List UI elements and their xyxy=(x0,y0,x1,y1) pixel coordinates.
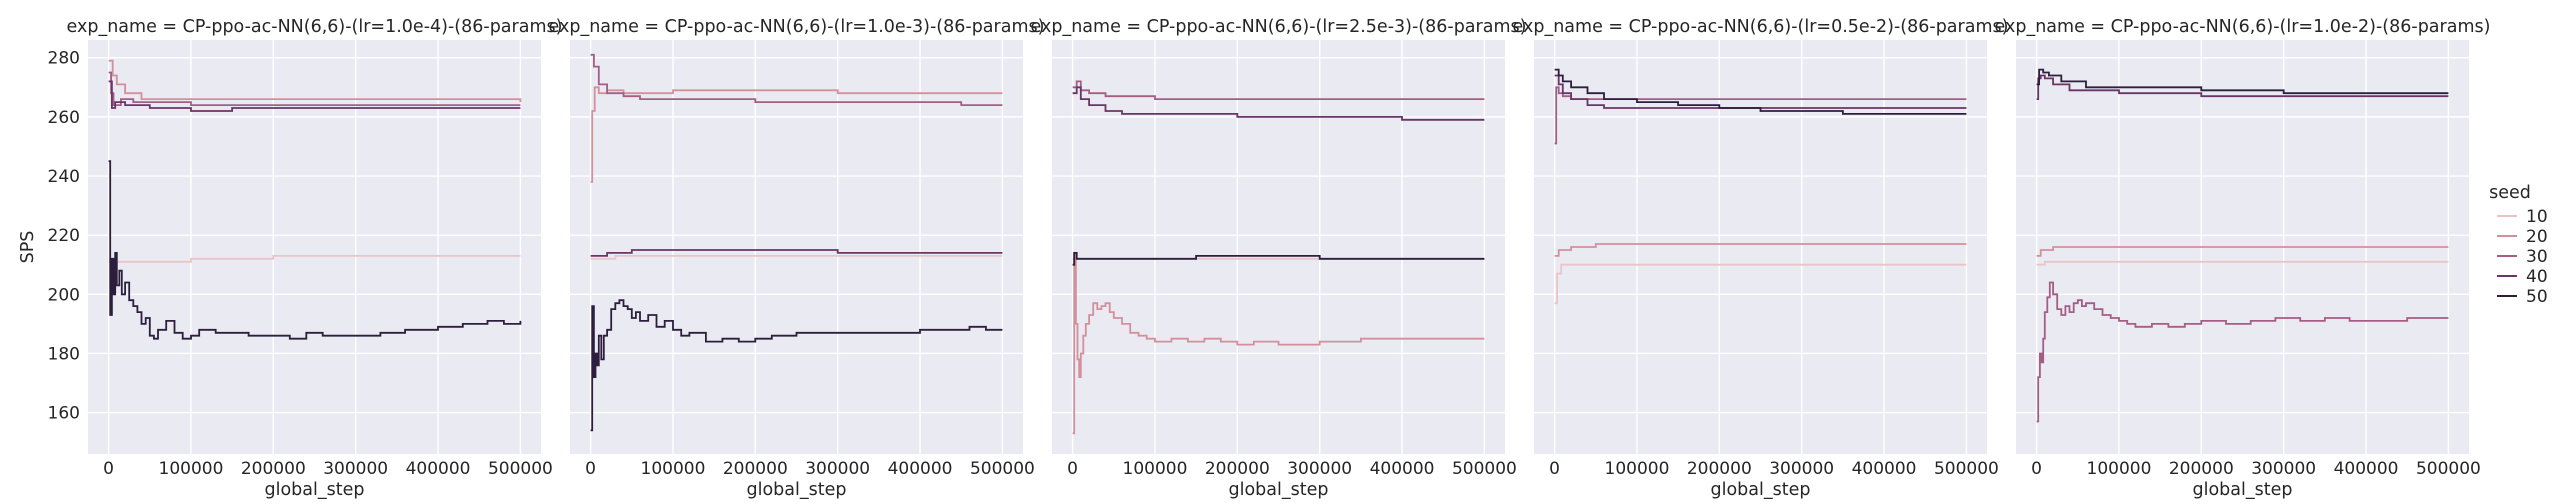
x-tick-label: 0 xyxy=(1067,459,1078,479)
x-tick-label: 500000 xyxy=(488,459,553,479)
facet-panel-2: exp_name = CP-ppo-ac-NN(6,6)-(lr=1.0e-3)… xyxy=(549,17,1045,500)
x-tick-label: 100000 xyxy=(1605,459,1670,479)
legend-label-30: 30 xyxy=(2526,247,2548,267)
facet-panel-3: exp_name = CP-ppo-ac-NN(6,6)-(lr=2.5e-3)… xyxy=(1031,17,1527,500)
x-tick-label: 100000 xyxy=(1123,459,1188,479)
legend-label-10: 10 xyxy=(2526,207,2548,227)
facet-panel-4: exp_name = CP-ppo-ac-NN(6,6)-(lr=0.5e-2)… xyxy=(1513,17,2009,500)
x-tick-label: 200000 xyxy=(1687,459,1752,479)
x-axis-label: global_step xyxy=(1711,480,1811,500)
plot-area xyxy=(570,40,1023,454)
series-line-seed-20 xyxy=(1554,243,1967,257)
series-line-seed-10 xyxy=(1554,263,1967,305)
series-line-seed-40 xyxy=(108,80,521,112)
panel-title: exp_name = CP-ppo-ac-NN(6,6)-(lr=2.5e-3)… xyxy=(1031,17,1527,37)
series-line-seed-20 xyxy=(2036,246,2449,257)
y-tick-label: 280 xyxy=(48,49,80,69)
x-axis-label: global_step xyxy=(265,480,365,500)
series-line-seed-30 xyxy=(2036,281,2449,423)
panel-title: exp_name = CP-ppo-ac-NN(6,6)-(lr=1.0e-4)… xyxy=(67,17,563,37)
x-tick-label: 0 xyxy=(1549,459,1560,479)
x-axis-label: global_step xyxy=(747,480,847,500)
legend-label-50: 50 xyxy=(2526,287,2548,307)
x-tick-label: 100000 xyxy=(159,459,224,479)
plot-area xyxy=(1534,40,1987,454)
series-line-seed-50 xyxy=(2036,68,2449,95)
x-tick-label: 400000 xyxy=(1852,459,1917,479)
series-line-seed-40 xyxy=(590,249,1003,257)
x-axis-label: global_step xyxy=(2193,480,2293,500)
x-tick-label: 300000 xyxy=(1287,459,1352,479)
y-tick-label: 180 xyxy=(48,344,80,364)
legend-label-20: 20 xyxy=(2526,227,2548,247)
series-line-seed-30 xyxy=(1072,80,1485,100)
x-tick-label: 300000 xyxy=(323,459,388,479)
y-axis-label: SPS xyxy=(18,231,38,264)
series-line-seed-20 xyxy=(1072,252,1485,435)
plot-area xyxy=(1052,40,1505,454)
legend-title: seed xyxy=(2489,183,2531,203)
series-line-seed-10 xyxy=(108,255,521,263)
x-tick-label: 300000 xyxy=(1769,459,1834,479)
x-tick-label: 200000 xyxy=(1205,459,1270,479)
x-tick-label: 100000 xyxy=(2087,459,2152,479)
x-tick-label: 100000 xyxy=(641,459,706,479)
series-line-seed-10 xyxy=(590,255,1003,260)
series-line-seed-10 xyxy=(2036,260,2449,266)
series-line-seed-40 xyxy=(1072,86,1485,121)
series-line-seed-30 xyxy=(590,53,1003,106)
x-tick-label: 400000 xyxy=(406,459,471,479)
x-tick-label: 200000 xyxy=(241,459,306,479)
x-tick-label: 200000 xyxy=(2169,459,2234,479)
panel-title: exp_name = CP-ppo-ac-NN(6,6)-(lr=1.0e-3)… xyxy=(549,17,1045,37)
series-line-seed-20 xyxy=(108,59,522,103)
x-tick-label: 400000 xyxy=(2334,459,2399,479)
x-tick-label: 400000 xyxy=(888,459,953,479)
x-tick-label: 500000 xyxy=(1452,459,1517,479)
series-line-seed-20 xyxy=(590,86,1003,183)
x-tick-label: 0 xyxy=(2031,459,2042,479)
series-line-seed-50 xyxy=(1554,68,1967,115)
facet-panel-5: exp_name = CP-ppo-ac-NN(6,6)-(lr=1.0e-2)… xyxy=(1995,17,2491,500)
y-tick-label: 160 xyxy=(48,404,80,424)
x-tick-label: 300000 xyxy=(2251,459,2316,479)
y-tick-label: 200 xyxy=(48,285,80,305)
legend-label-40: 40 xyxy=(2526,267,2548,287)
plot-area xyxy=(88,40,541,454)
y-tick-label: 220 xyxy=(48,226,80,246)
y-tick-label: 240 xyxy=(48,167,80,187)
series-line-seed-50 xyxy=(590,299,1003,432)
x-tick-label: 200000 xyxy=(723,459,788,479)
x-tick-label: 500000 xyxy=(2416,459,2481,479)
series-line-seed-50 xyxy=(1072,252,1485,266)
x-tick-label: 300000 xyxy=(805,459,870,479)
x-axis-label: global_step xyxy=(1229,480,1329,500)
x-tick-label: 500000 xyxy=(1934,459,1999,479)
panel-title: exp_name = CP-ppo-ac-NN(6,6)-(lr=0.5e-2)… xyxy=(1513,17,2009,37)
x-tick-label: 0 xyxy=(103,459,114,479)
facet-panel-1: exp_name = CP-ppo-ac-NN(6,6)-(lr=1.0e-4)… xyxy=(18,17,562,500)
y-tick-label: 260 xyxy=(48,108,80,128)
x-tick-label: 400000 xyxy=(1370,459,1435,479)
series-line-seed-40 xyxy=(2036,74,2449,100)
panel-title: exp_name = CP-ppo-ac-NN(6,6)-(lr=1.0e-2)… xyxy=(1995,17,2491,37)
x-tick-label: 500000 xyxy=(970,459,1035,479)
series-line-seed-50 xyxy=(108,160,522,340)
x-tick-label: 0 xyxy=(585,459,596,479)
